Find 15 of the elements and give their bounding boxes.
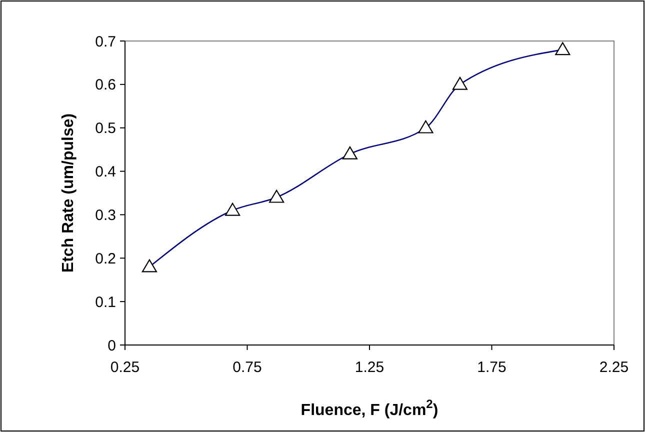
x-tick-label: 1.75 (477, 359, 506, 376)
y-tick-label: 0.1 (95, 294, 116, 311)
x-axis-title: Fluence, F (J/cm$^{2}$) (300, 397, 438, 419)
y-tick-label: 0.2 (95, 250, 116, 268)
x-tick-label: 1.25 (354, 359, 384, 376)
y-tick-label: 0.4 (95, 164, 116, 181)
y-tick-label: 0.3 (95, 206, 116, 224)
y-axis-title: Etch Rate (um/pulse) (60, 113, 77, 273)
x-tick-label: 0.25 (110, 359, 140, 376)
y-tick-label: 0.5 (95, 120, 116, 138)
y-tick-label: 0.7 (95, 33, 116, 50)
y-tick-label: 0.6 (95, 76, 116, 94)
x-tick-label: 2.25 (599, 359, 629, 376)
x-tick-label: 0.75 (232, 359, 262, 376)
y-tick-label: 0 (108, 337, 116, 354)
